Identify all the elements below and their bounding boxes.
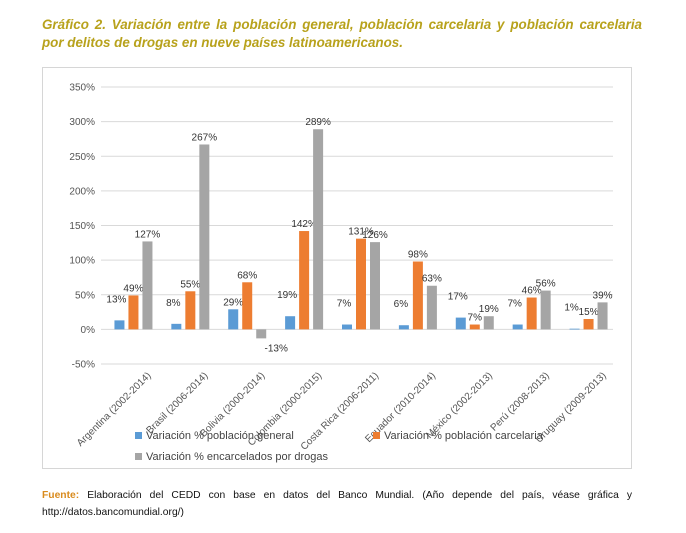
- data-label: -13%: [265, 343, 288, 354]
- legend-label: Variación % encarcelados por drogas: [146, 451, 329, 463]
- data-label: 15%: [579, 307, 599, 318]
- category-label: Brasil (2006-2014): [145, 370, 211, 436]
- data-label: 68%: [237, 270, 257, 281]
- y-tick-label: 200%: [69, 186, 95, 197]
- bar: [469, 324, 480, 330]
- category-label: Perú (2008-2013): [489, 370, 552, 433]
- data-label: 6%: [394, 299, 409, 310]
- data-label: 98%: [408, 250, 428, 261]
- y-tick-label: 350%: [69, 83, 95, 94]
- data-label: 55%: [180, 279, 200, 290]
- legend-label: Variación % población carcelaria: [384, 430, 544, 442]
- bar: [426, 285, 437, 330]
- bar: [256, 329, 267, 339]
- bar: [313, 129, 324, 330]
- data-label: 13%: [106, 294, 126, 305]
- data-label: 289%: [305, 117, 331, 128]
- data-label: 267%: [192, 132, 218, 143]
- bar: [512, 324, 523, 330]
- bar: [569, 328, 580, 330]
- bar: [370, 242, 380, 330]
- chart-area: -50% 0% 50% 100% 150% 200% 250% 300% 350% 13% 49% 1…: [42, 67, 632, 469]
- source-note: Fuente: Elaboración del CEDD con base en…: [42, 487, 632, 521]
- figure-title: Gráfico 2. Variación entre la población …: [42, 17, 642, 50]
- bar: [228, 309, 239, 330]
- data-label: 46%: [522, 286, 542, 297]
- data-label: 7%: [507, 299, 522, 310]
- y-tick-label: 150%: [69, 221, 95, 232]
- source-label: Fuente:: [42, 490, 80, 501]
- data-label: 126%: [362, 230, 388, 241]
- data-label: 49%: [123, 283, 143, 294]
- bar: [342, 324, 352, 330]
- bar: [185, 291, 196, 330]
- bar: [199, 144, 210, 330]
- bar: [483, 316, 494, 330]
- legend-swatch: [135, 432, 142, 439]
- y-tick-label: 100%: [69, 256, 95, 267]
- bar: [128, 295, 139, 330]
- bar: [398, 325, 409, 330]
- data-label: 39%: [593, 290, 613, 301]
- y-tick-label: 300%: [69, 117, 95, 128]
- bar: [455, 317, 466, 330]
- bar: [242, 282, 253, 330]
- data-label: 19%: [479, 304, 499, 315]
- legend-label: Variación % población general: [146, 430, 294, 442]
- data-label: 7%: [337, 299, 352, 310]
- data-label: 131%: [348, 227, 374, 238]
- data-label: 1%: [564, 303, 579, 314]
- bar: [114, 320, 125, 330]
- legend-swatch: [373, 432, 380, 439]
- bar: [526, 297, 537, 330]
- data-label: 142%: [291, 219, 317, 230]
- y-tick-label: 50%: [75, 290, 95, 301]
- legend-swatch: [135, 453, 142, 460]
- bar: [412, 261, 423, 330]
- bar: [171, 323, 182, 330]
- data-label: 29%: [223, 297, 243, 308]
- data-label: 19%: [277, 290, 297, 301]
- y-tick-label: 0%: [81, 325, 96, 336]
- bar: [142, 241, 153, 330]
- bar: [299, 231, 310, 330]
- y-tick-label: -50%: [72, 360, 95, 371]
- bar: [356, 238, 366, 330]
- data-label: 8%: [166, 298, 181, 309]
- bar: [540, 290, 551, 330]
- bar: [285, 316, 296, 330]
- y-tick-label: 250%: [69, 152, 95, 163]
- source-text: Elaboración del CEDD con base en datos d…: [42, 490, 632, 518]
- data-label: 56%: [536, 279, 556, 290]
- data-label: 127%: [135, 229, 161, 240]
- bar: [597, 302, 608, 330]
- data-label: 17%: [448, 292, 468, 303]
- data-label: 7%: [468, 313, 483, 324]
- bar: [583, 318, 594, 330]
- data-label: 63%: [422, 274, 442, 285]
- bar-chart: -50% 0% 50% 100% 150% 200% 250% 300% 350% 13%49% 1…: [69, 83, 613, 463]
